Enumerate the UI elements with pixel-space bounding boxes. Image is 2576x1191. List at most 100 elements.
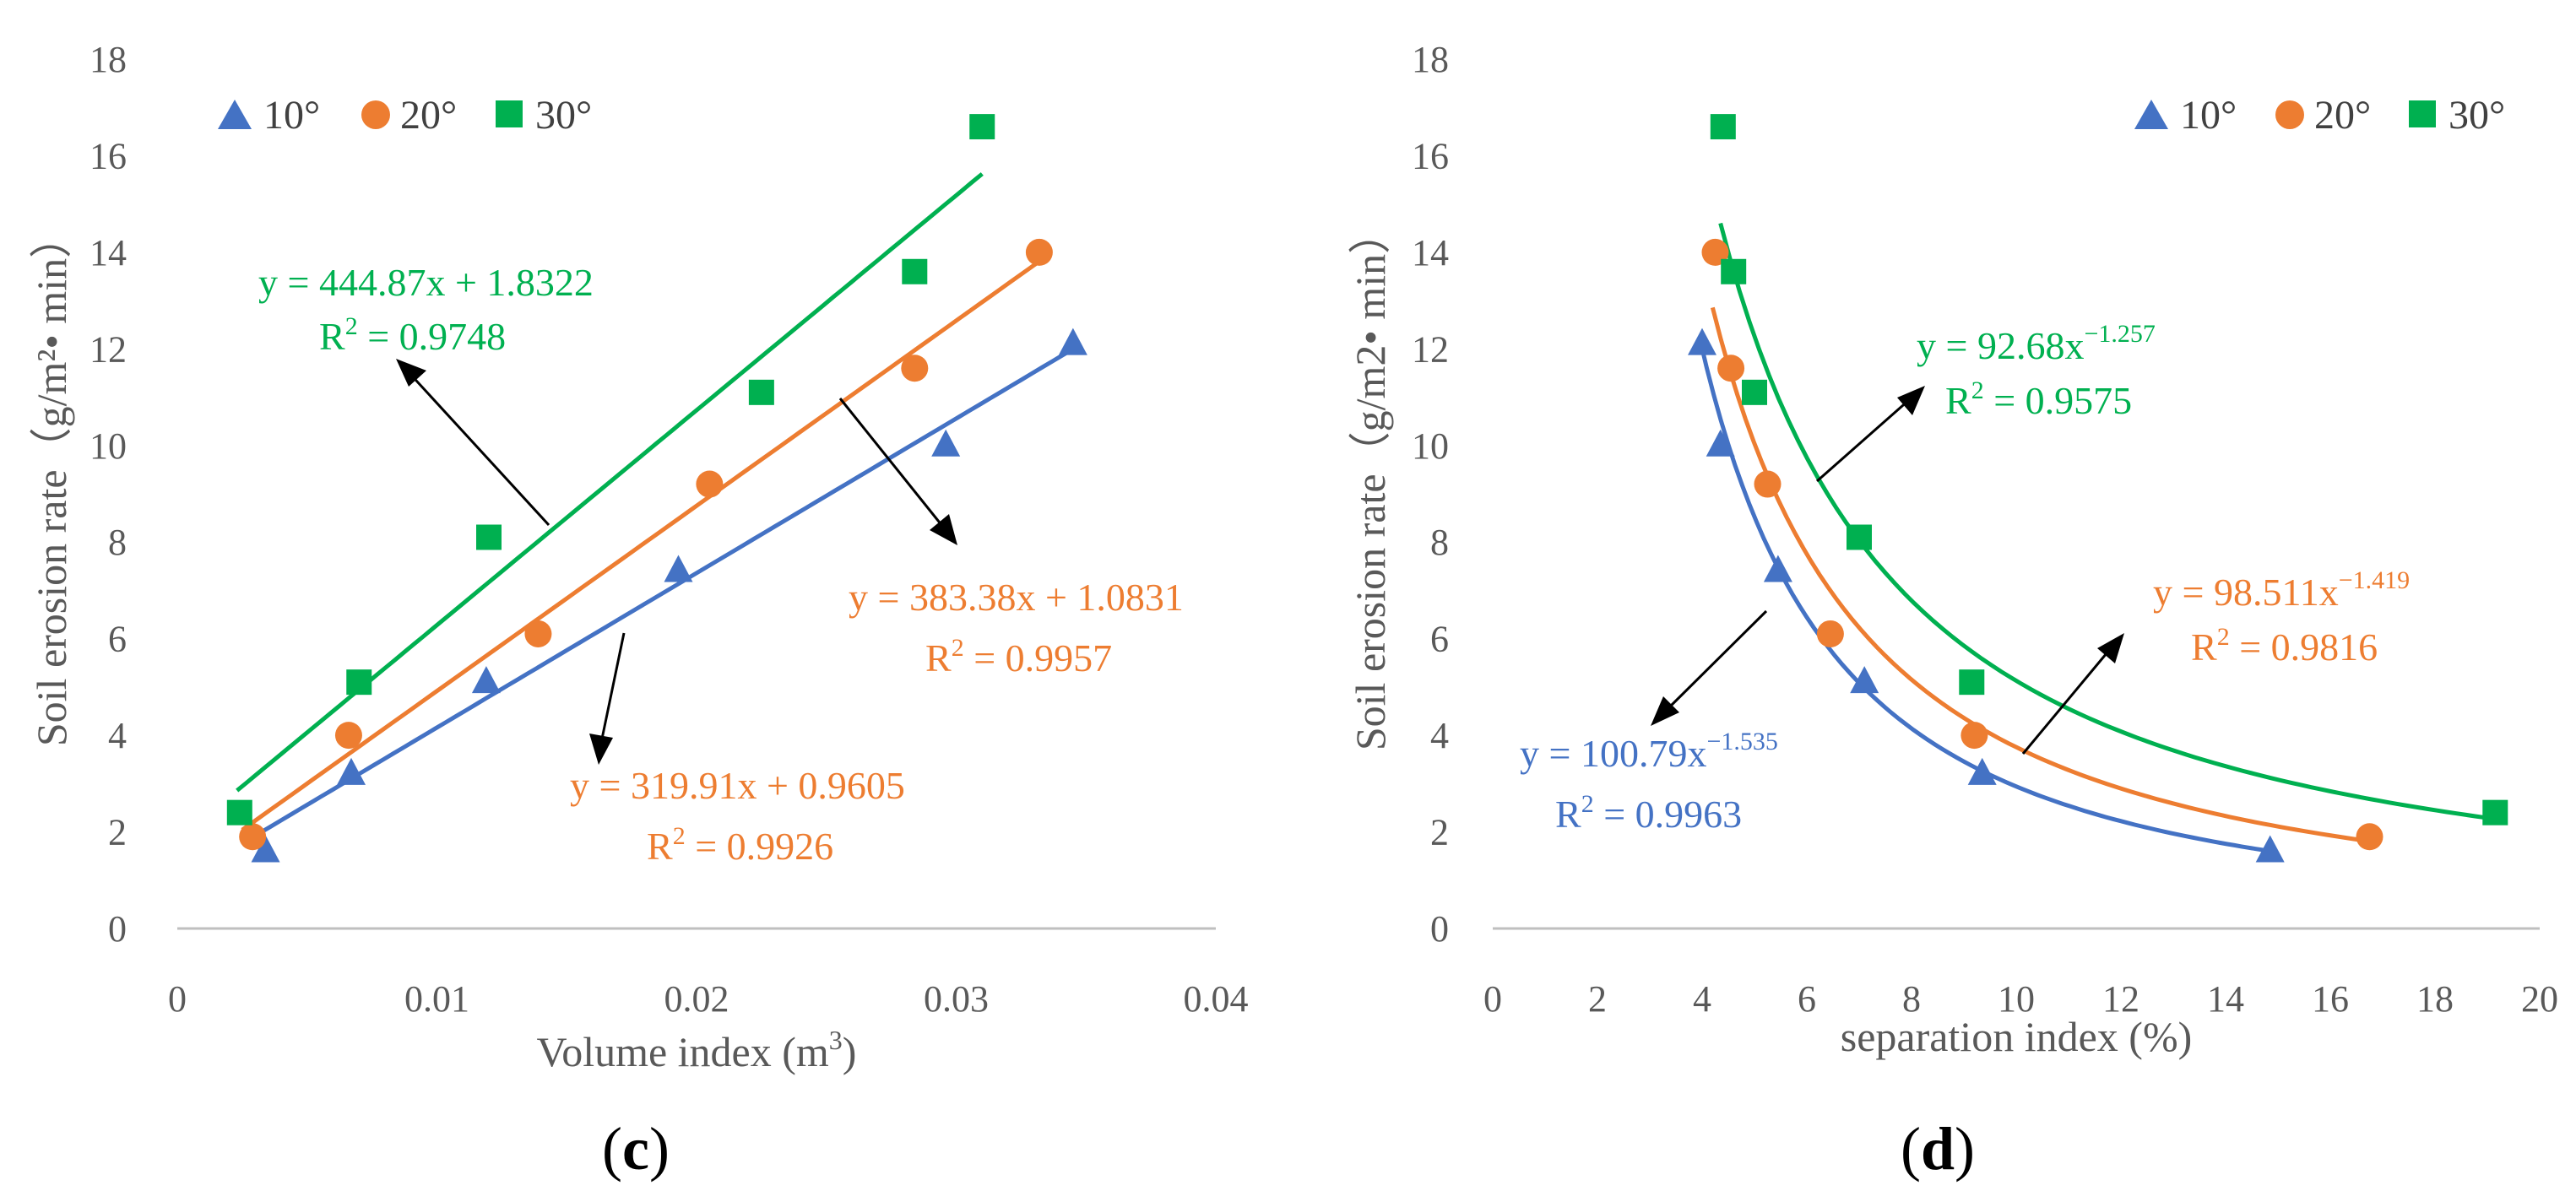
chart-d-point-0	[1688, 328, 1716, 355]
chart-c-arrow-20	[838, 398, 947, 531]
chart-c-point-1	[901, 355, 929, 382]
chart-d-x-tick-label: 8	[1902, 978, 1921, 1020]
chart-d-y-tick-label: 16	[1412, 135, 1449, 176]
chart-c-y-tick-label: 14	[89, 232, 127, 273]
chart-d-x-tick-label: 12	[2102, 978, 2139, 1020]
chart-c-arrow-30-head	[396, 359, 426, 387]
chart-d-y-tick-label: 12	[1412, 328, 1449, 370]
chart-d-legend-marker-10	[2134, 100, 2168, 129]
chart-d-x-tick-label: 14	[2207, 978, 2244, 1020]
chart-d-point-0	[1763, 555, 1792, 582]
chart-c-panel-label: (c)	[602, 1115, 670, 1183]
chart-d-y-tick-label: 6	[1430, 619, 1449, 660]
chart-d-r2-20-sup: 2	[2217, 623, 2230, 651]
chart-d-x-tick-labels: 0 2 4 6 8 10 12 14 16 18 20	[1483, 978, 2558, 1020]
chart-d-arrow-30-head	[1897, 386, 1925, 415]
chart-d-equation-20-sup: −1.419	[2339, 566, 2410, 594]
chart-c-point-2	[902, 258, 928, 284]
chart-d-point-1	[2356, 823, 2383, 851]
chart-d-y-tick-label: 14	[1412, 232, 1449, 273]
chart-d-panel-label-open: (	[1901, 1115, 1921, 1183]
chart-c-y-tick-label: 18	[89, 39, 127, 80]
chart-d-r2-10-prefix: R	[1555, 793, 1581, 836]
chart-d-r2-10: R2 = 0.9963	[1555, 790, 1742, 836]
chart-c-trendline-1	[241, 259, 1041, 832]
chart-d-r2-30-value: = 0.9575	[1984, 379, 2132, 422]
chart-c-point-0	[1058, 328, 1087, 355]
chart-c-y-tick-label: 2	[108, 812, 127, 853]
chart-d-r2-10-sup: 2	[1581, 790, 1594, 818]
chart-c-equation-20: y = 383.38x + 1.0831	[849, 576, 1184, 619]
chart-d-point-2	[1847, 524, 1872, 550]
chart-c-point-0	[471, 666, 501, 694]
chart-c-r2-30: R2 = 0.9748	[319, 312, 506, 358]
chart-c-y-tick-label: 6	[108, 619, 127, 660]
chart-c-x-axis-title-sup: 3	[829, 1025, 843, 1055]
chart-c-equation-30: y = 444.87x + 1.8322	[258, 261, 594, 304]
chart-c-r2-10-value: = 0.9926	[686, 825, 833, 868]
chart-c-r2-20-prefix: R	[925, 636, 952, 679]
chart-c-point-1	[696, 470, 724, 498]
chart-c-legend-marker-30	[496, 100, 523, 127]
chart-d-r2-20-prefix: R	[2191, 625, 2217, 669]
chart-d-y-tick-label: 18	[1412, 39, 1449, 80]
chart-c-x-axis-title-close: )	[843, 1028, 857, 1075]
chart-d-point-0	[2255, 835, 2285, 863]
chart-d-panel-label-close: )	[1955, 1115, 1975, 1183]
chart-panel-d: 0 2 4 6 8 10 12 14 16 18 20 0 2 4 6 8 10…	[1347, 39, 2558, 1183]
chart-d-point-1	[1717, 355, 1745, 382]
chart-c-annotation-arrows	[396, 359, 957, 765]
chart-d-panel-label: (d)	[1901, 1115, 1975, 1183]
chart-c-legend: 10° 20° 30°	[218, 93, 592, 138]
chart-d-y-tick-label: 4	[1430, 715, 1449, 756]
chart-c-equation-10: y = 319.91x + 0.9605	[570, 764, 905, 807]
chart-c-panel-label-close: )	[649, 1115, 670, 1183]
chart-c-point-0	[251, 835, 280, 863]
chart-d-r2-20: R2 = 0.9816	[2191, 623, 2378, 669]
chart-c-arrow-30	[406, 370, 550, 527]
chart-c-r2-20: R2 = 0.9957	[925, 634, 1112, 679]
chart-d-x-tick-label: 2	[1588, 978, 1607, 1020]
chart-c-legend-marker-10	[218, 100, 252, 129]
chart-c-panel-label-open: (	[602, 1115, 622, 1183]
chart-panel-c: 0 0.01 0.02 0.03 0.04 0 2 4 6 8 10 12 14…	[28, 39, 1249, 1183]
chart-d-point-2	[2482, 799, 2508, 826]
chart-d-point-2	[1959, 669, 1985, 696]
chart-d-point-2	[1742, 379, 1767, 405]
chart-c-arrow-10-head	[589, 734, 613, 765]
chart-c-point-1	[334, 722, 362, 750]
chart-c-y-tick-label: 0	[108, 908, 127, 950]
chart-d-arrow-30	[1816, 398, 1911, 483]
chart-d-y-tick-label: 0	[1430, 908, 1449, 950]
chart-d-panel-label-letter: d	[1921, 1115, 1955, 1183]
chart-c-r2-20-value: = 0.9957	[964, 636, 1112, 679]
chart-c-r2-20-sup: 2	[952, 634, 964, 662]
chart-c-legend-label-30: 30°	[535, 93, 592, 138]
chart-d-legend-label-20: 20°	[2314, 93, 2371, 138]
chart-c-y-tick-label: 12	[89, 328, 127, 370]
chart-d-equation-20: y = 98.511x−1.419	[2153, 566, 2410, 614]
chart-d-r2-30-prefix: R	[1945, 379, 1971, 422]
chart-d-arrow-10	[1664, 609, 1768, 712]
chart-d-legend-marker-20	[2275, 100, 2304, 129]
chart-c-arrow-10	[599, 632, 626, 744]
chart-d-point-2	[1721, 258, 1747, 284]
chart-d-r2-30-sup: 2	[1971, 376, 1984, 404]
chart-c-y-tick-label: 4	[108, 715, 127, 756]
chart-c-point-2	[476, 524, 502, 550]
chart-d-equation-30: y = 92.68x−1.257	[1917, 320, 2156, 367]
chart-c-x-tick-label: 0.03	[924, 978, 989, 1020]
chart-d-equation-30-sup: −1.257	[2084, 320, 2155, 348]
chart-d-x-tick-label: 6	[1798, 978, 1816, 1020]
chart-d-equation-10-main: y = 100.79x	[1520, 732, 1706, 775]
chart-c-point-1	[239, 823, 267, 851]
chart-d-x-tick-label: 0	[1483, 978, 1502, 1020]
chart-d-data-points	[1688, 114, 2508, 863]
chart-c-y-tick-label: 16	[89, 135, 127, 176]
chart-d-point-0	[1850, 666, 1879, 694]
chart-c-y-tick-label: 8	[108, 522, 127, 563]
chart-d-equation-20-main: y = 98.511x	[2153, 571, 2339, 614]
chart-c-data-points	[226, 114, 1087, 863]
chart-c-x-axis-title: Volume index (m3)	[537, 1025, 857, 1075]
